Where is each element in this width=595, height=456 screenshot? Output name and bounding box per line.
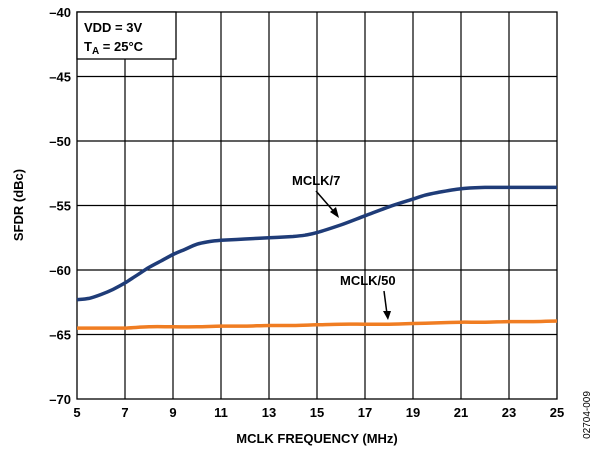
y-tick-label: –45 <box>49 70 71 85</box>
x-tick-label: 15 <box>310 405 324 420</box>
y-tick-label: –70 <box>49 392 71 407</box>
x-tick-labels: 5 7 9 11 13 15 17 19 21 23 25 <box>73 405 564 420</box>
series-line-mclk7 <box>76 185 557 302</box>
x-tick-label: 11 <box>214 405 228 420</box>
conditions-box <box>76 11 177 60</box>
y-tick-label: –65 <box>49 328 71 343</box>
series-arrowhead-mclk7 <box>330 207 339 218</box>
series-arrowhead-mclk50 <box>383 311 391 320</box>
y-tick-label: –50 <box>49 134 71 149</box>
series-lines <box>76 185 558 330</box>
y-axis-title: SFDR (dBc) <box>11 169 26 241</box>
plot-frame <box>76 11 558 400</box>
y-tick-label: –40 <box>49 5 71 20</box>
series-label-mclk7: MCLK/7 <box>292 173 340 188</box>
x-tick-label: 25 <box>550 405 564 420</box>
condition-temperature: TA = 25°C <box>84 39 144 57</box>
x-tick-label: 5 <box>73 405 80 420</box>
series-arrow-mclk50 <box>383 290 388 315</box>
condition-vdd: VDD = 3V <box>84 20 142 35</box>
x-tick-label: 9 <box>169 405 176 420</box>
y-tick-label: –60 <box>49 263 71 278</box>
grid-lines <box>77 12 557 399</box>
x-tick-label: 23 <box>502 405 516 420</box>
y-tick-labels: –40 –45 –50 –55 –60 –65 –70 <box>49 5 71 407</box>
x-tick-label: 17 <box>358 405 372 420</box>
series-label-mclk50: MCLK/50 <box>340 273 396 288</box>
series-line-mclk50 <box>77 319 558 330</box>
x-tick-label: 21 <box>454 405 468 420</box>
x-tick-label: 7 <box>121 405 128 420</box>
y-tick-label: –55 <box>49 199 71 214</box>
x-tick-label: 13 <box>262 405 276 420</box>
x-axis-title: MCLK FREQUENCY (MHz) <box>236 431 398 446</box>
figure-id: 02704-009 <box>582 391 593 439</box>
x-tick-label: 19 <box>406 405 420 420</box>
